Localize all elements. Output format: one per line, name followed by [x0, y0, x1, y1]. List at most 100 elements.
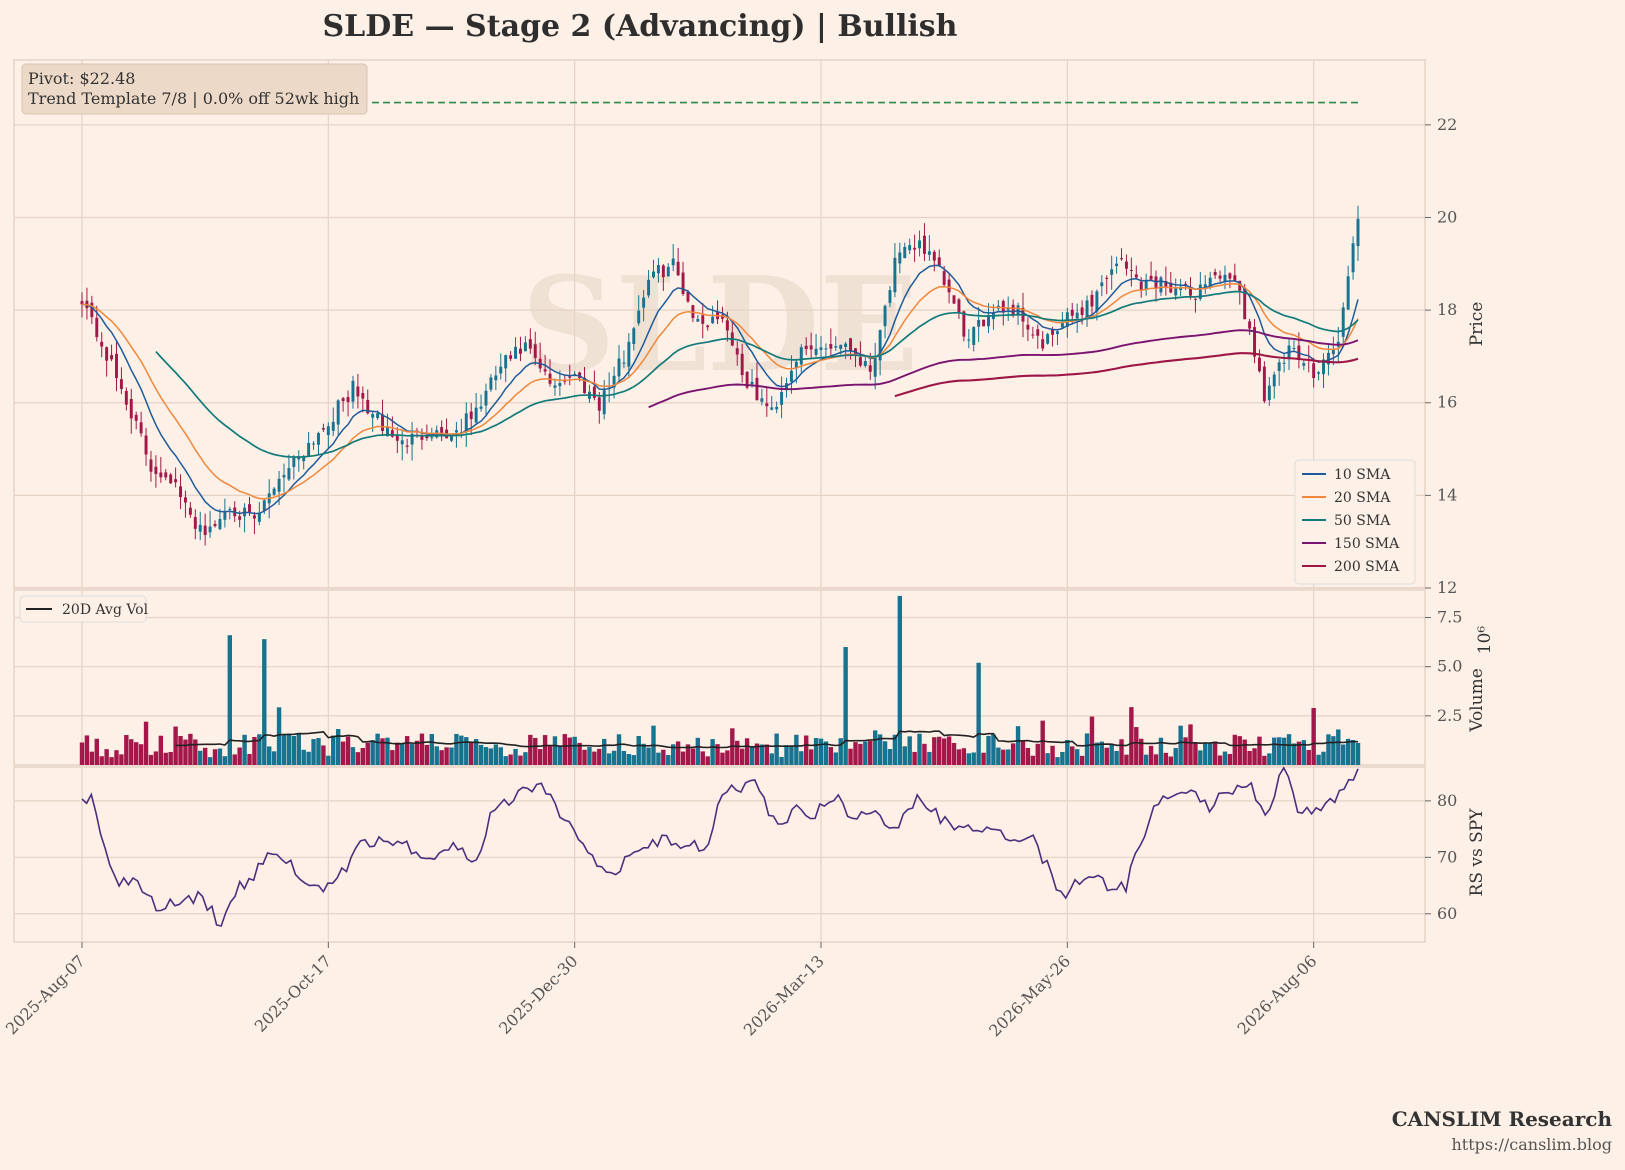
- candle-body: [183, 497, 187, 503]
- volume-bar: [1139, 738, 1144, 765]
- volume-bar: [902, 746, 907, 765]
- volume-bar: [271, 751, 277, 765]
- candle-body: [115, 353, 118, 379]
- volume-bar: [1099, 741, 1105, 765]
- candle-body: [1120, 258, 1123, 260]
- candle-body: [1036, 329, 1040, 336]
- volume-bar: [518, 755, 523, 765]
- candle-body: [794, 361, 798, 368]
- candle-body: [484, 390, 488, 406]
- candle-body: [706, 325, 710, 328]
- volume-bar: [542, 735, 548, 765]
- price-legend-frame: [1294, 459, 1416, 585]
- volume-bar: [375, 733, 380, 765]
- volume-bar: [823, 741, 829, 765]
- volume-bar: [892, 734, 898, 765]
- candle-body: [844, 343, 848, 348]
- x-tick-label: 2025-Dec-30: [495, 951, 581, 1037]
- candle-body: [385, 427, 389, 437]
- candle-body: [1060, 322, 1064, 328]
- candle-body: [450, 435, 453, 441]
- candle-body: [395, 434, 399, 441]
- volume-bar: [1262, 755, 1267, 765]
- candle-body: [711, 316, 715, 324]
- candle-body: [376, 413, 380, 419]
- candle-body: [725, 320, 729, 331]
- candle-body: [637, 310, 641, 324]
- volume-bar: [675, 741, 681, 765]
- candle-body: [1243, 288, 1247, 320]
- price-tick-label: 14: [1437, 485, 1457, 504]
- volume-bar: [1257, 736, 1262, 765]
- candle-body: [661, 265, 665, 278]
- volume-bar: [813, 738, 819, 765]
- candle-body: [652, 271, 655, 278]
- candle-body: [799, 347, 803, 365]
- volume-bar: [380, 738, 385, 765]
- candle-body: [248, 504, 251, 513]
- volume-bar: [808, 749, 814, 765]
- candle-body: [479, 406, 483, 409]
- candle-body: [1139, 281, 1143, 290]
- price-axis-label: Price: [1467, 302, 1487, 347]
- candle-body: [159, 472, 163, 478]
- candle-body: [1189, 288, 1192, 296]
- volume-bar: [1045, 753, 1050, 765]
- volume-bar: [1153, 754, 1159, 765]
- volume-bar: [986, 735, 991, 765]
- candle-body: [1031, 334, 1035, 336]
- volume-bar: [148, 754, 154, 765]
- candle-body: [420, 435, 424, 440]
- volume-bar: [252, 736, 257, 765]
- candle-body: [1346, 276, 1350, 310]
- volume-bar: [1217, 755, 1223, 765]
- candle-body: [1331, 349, 1335, 355]
- candle-body: [1253, 327, 1257, 357]
- chart-title: SLDE — Stage 2 (Advancing) | Bullish: [323, 9, 958, 44]
- footer-url: https://canslim.blog: [1451, 1135, 1612, 1154]
- volume-bar: [872, 730, 878, 765]
- candle-body: [1302, 363, 1306, 366]
- volume-scale-label: 10⁶: [1475, 626, 1495, 655]
- candle-body: [321, 428, 325, 430]
- candle-body: [523, 342, 527, 352]
- candle-body: [371, 414, 375, 418]
- volume-bar: [887, 748, 893, 765]
- volume-bar: [941, 738, 947, 765]
- volume-bar: [602, 738, 607, 765]
- volume-bar: [178, 736, 183, 765]
- candle-body: [134, 414, 138, 421]
- volume-bar: [1252, 748, 1257, 765]
- volume-bar: [1331, 736, 1336, 765]
- candle-body: [755, 377, 759, 401]
- volume-bar: [1089, 716, 1095, 765]
- volume-bar: [1341, 744, 1346, 765]
- volume-bar: [1065, 739, 1070, 765]
- volume-bar: [1060, 751, 1065, 765]
- candle-body: [868, 365, 872, 372]
- volume-bar: [641, 743, 646, 765]
- candle-body: [1070, 309, 1074, 316]
- candle-body: [824, 348, 828, 350]
- candle-body: [952, 295, 956, 304]
- volume-bar: [769, 753, 774, 765]
- price-tick-label: 18: [1437, 300, 1457, 319]
- price-tick-label: 22: [1437, 115, 1457, 134]
- pivot-label: Pivot: $22.48: [28, 69, 135, 88]
- volume-bar: [434, 746, 439, 765]
- volume-bar: [587, 747, 592, 765]
- volume-bar: [257, 734, 262, 765]
- candle-body: [504, 355, 508, 369]
- candle-body: [139, 422, 143, 434]
- volume-bar: [483, 747, 489, 765]
- volume-bar: [360, 747, 366, 765]
- candle-body: [656, 265, 660, 274]
- volume-bar: [1094, 742, 1100, 765]
- volume-bar: [818, 738, 824, 765]
- volume-bar: [577, 742, 582, 765]
- candle-body: [179, 486, 183, 498]
- sma150-line: [648, 329, 1359, 409]
- volume-bar: [670, 744, 676, 765]
- volume-bar: [557, 746, 563, 765]
